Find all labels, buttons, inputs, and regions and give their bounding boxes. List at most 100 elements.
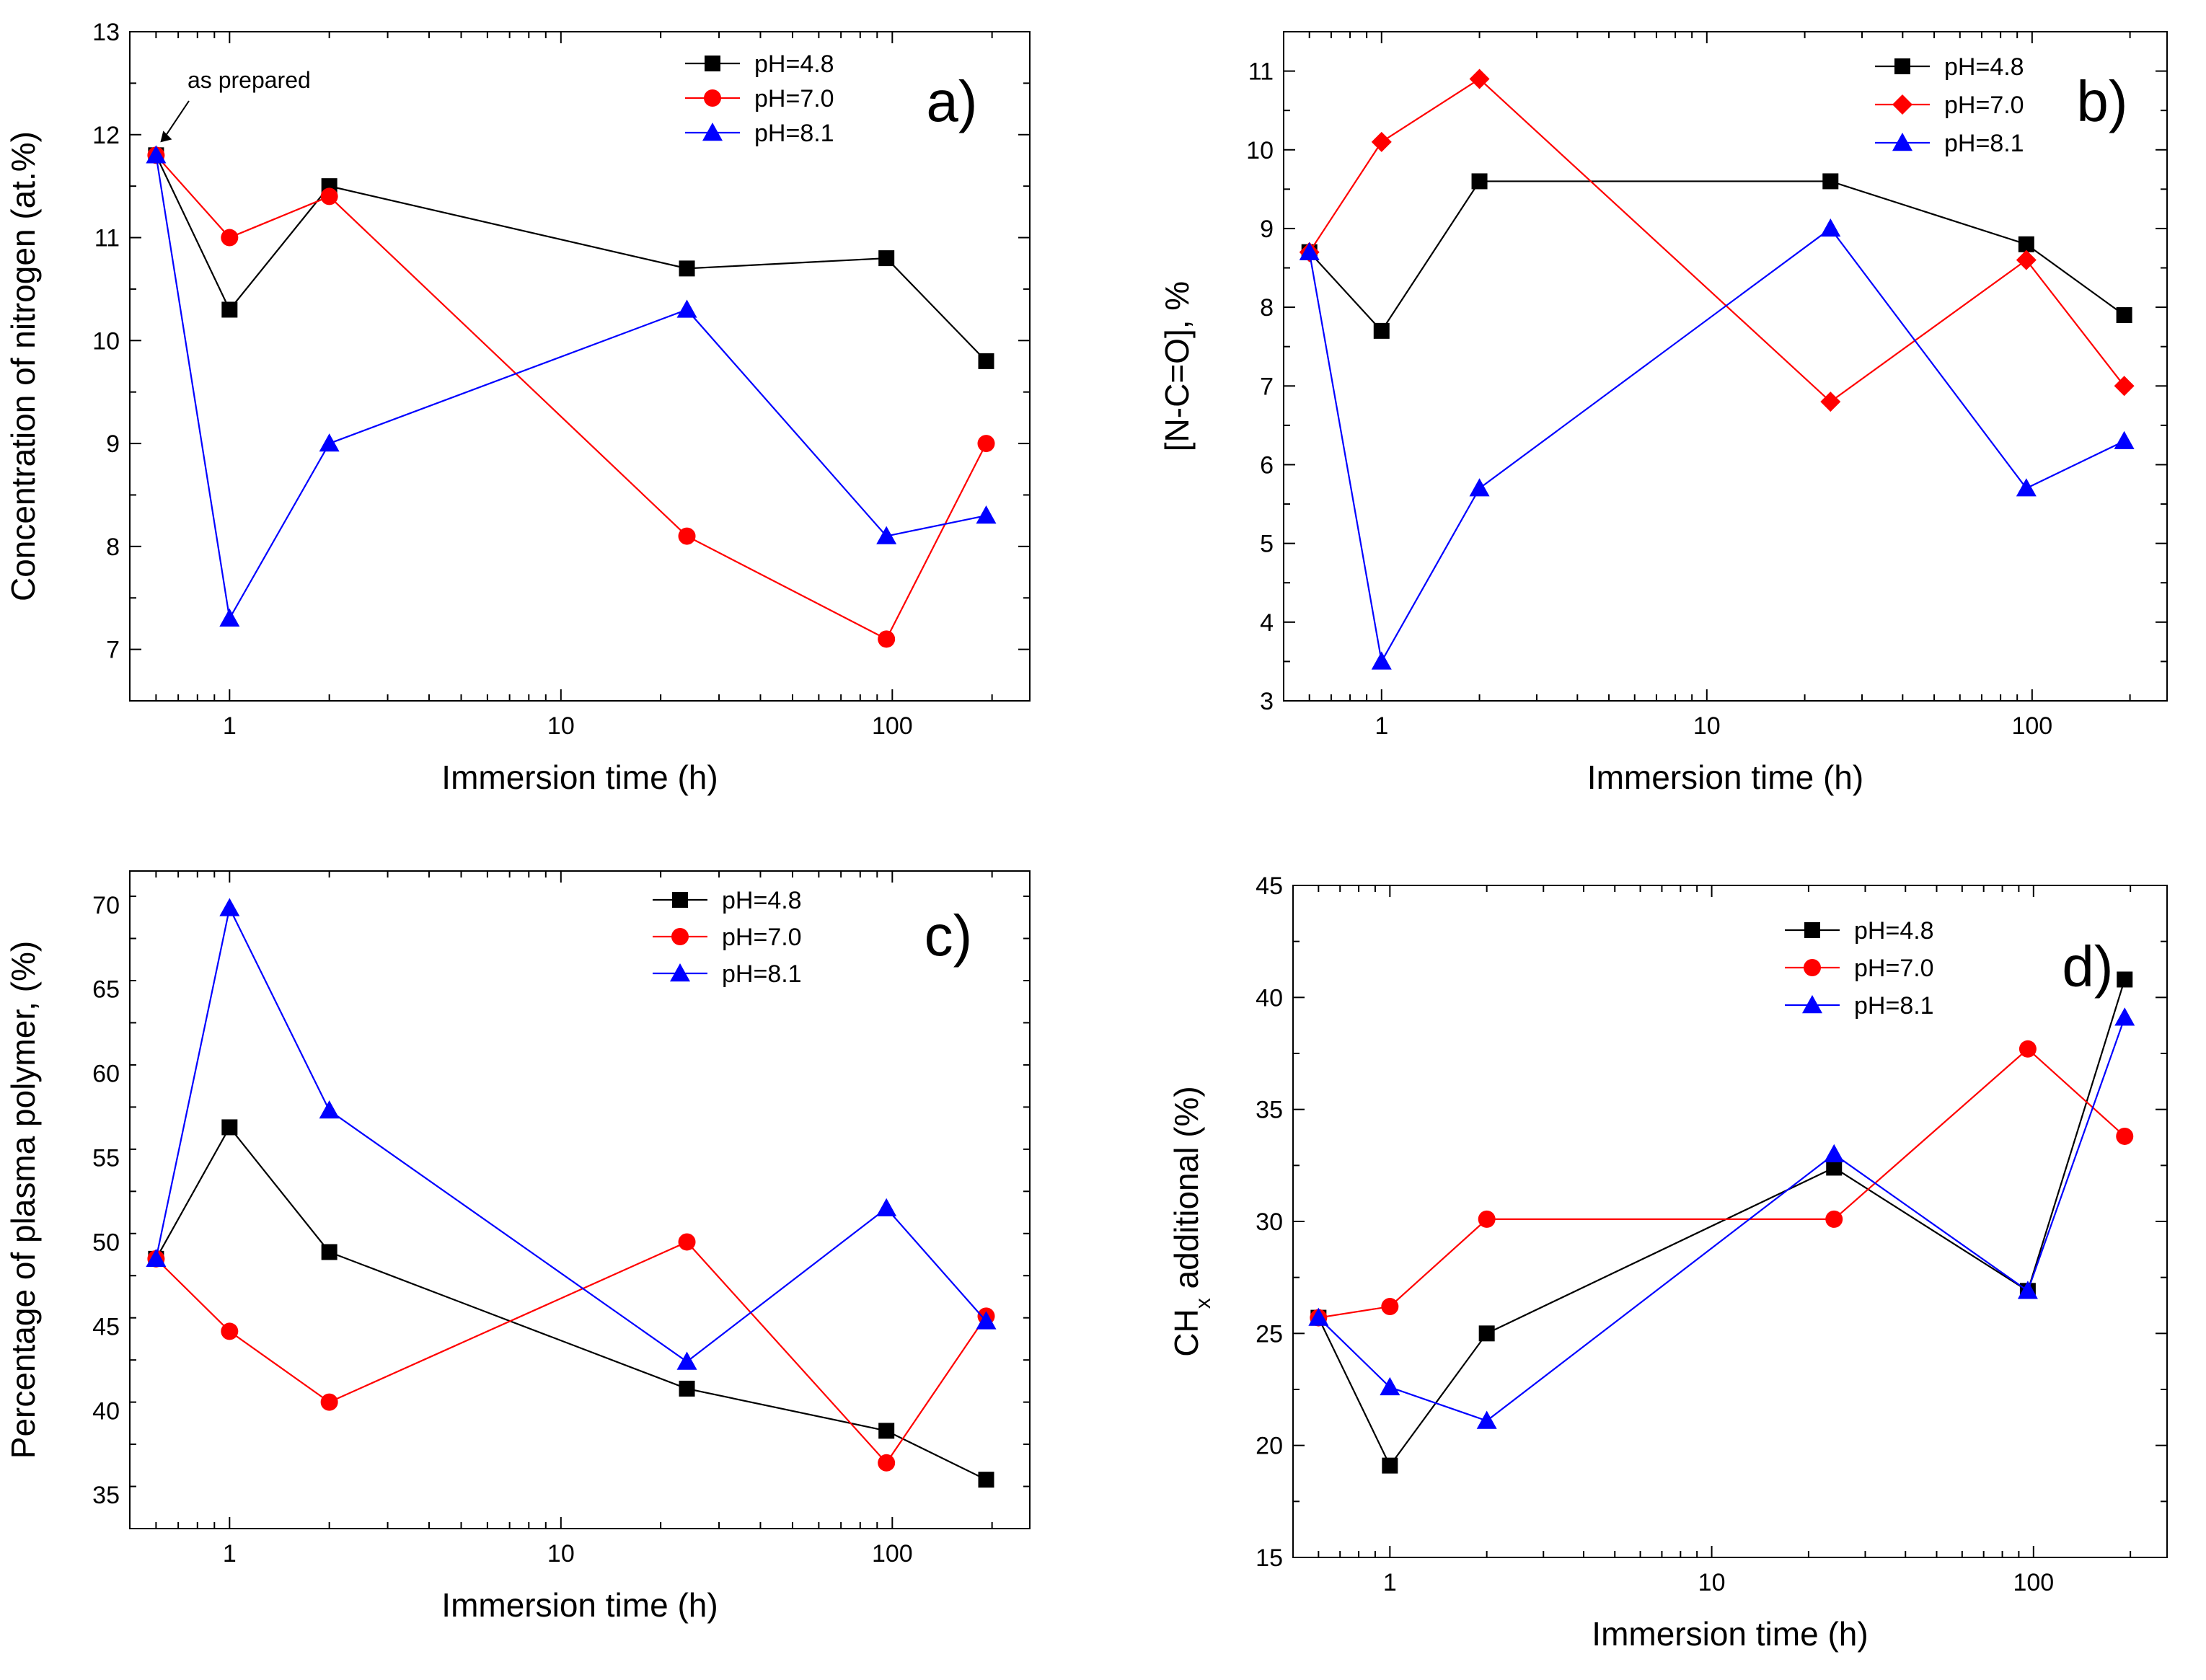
data-point xyxy=(678,527,696,545)
y-tick-label: 55 xyxy=(92,1145,120,1172)
data-point xyxy=(2114,1007,2135,1026)
legend-marker xyxy=(702,123,723,141)
y-tick-label: 9 xyxy=(1260,216,1274,243)
series-pH-7-0 xyxy=(147,146,995,648)
annotation-arrowhead xyxy=(160,131,172,143)
data-point xyxy=(2016,249,2037,270)
data-point xyxy=(219,898,240,916)
data-point xyxy=(977,435,995,453)
data-point xyxy=(1469,68,1490,89)
series-pH-8-1 xyxy=(1299,218,2135,670)
legend-entry: pH=8.1 xyxy=(1875,130,2024,157)
data-point xyxy=(1476,1410,1497,1429)
data-point xyxy=(221,301,238,318)
data-point xyxy=(320,1393,338,1411)
y-tick-label: 7 xyxy=(1260,373,1274,400)
x-axis-label: Immersion time (h) xyxy=(441,1586,718,1624)
y-tick-label: 45 xyxy=(92,1313,120,1340)
legend-entry: pH=7.0 xyxy=(685,85,834,112)
y-axis-label-sub: x xyxy=(1191,1298,1215,1309)
y-tick-label: 15 xyxy=(1256,1544,1283,1572)
data-point xyxy=(320,187,338,205)
series-pH-7-0 xyxy=(147,1233,995,1472)
data-point xyxy=(1826,1159,1843,1176)
y-tick-label: 45 xyxy=(1256,872,1283,900)
data-point xyxy=(2018,236,2034,252)
legend-marker xyxy=(705,56,720,71)
series-line xyxy=(155,1241,987,1464)
legend-entry: pH=4.8 xyxy=(1875,53,2024,81)
data-point xyxy=(1299,242,1320,260)
y-axis-label: Concentration of nitrogen (at.%) xyxy=(4,131,42,601)
data-point xyxy=(1308,1307,1329,1326)
data-point xyxy=(221,1119,238,1136)
annotation-as-prepared: as prepared xyxy=(187,67,311,93)
series-line xyxy=(1318,1017,2126,1422)
data-point xyxy=(2114,376,2135,397)
y-tick-label: 12 xyxy=(92,122,120,149)
legend-label: pH=4.8 xyxy=(722,887,802,914)
y-tick-label: 40 xyxy=(1256,984,1283,1012)
data-point xyxy=(1381,1298,1399,1316)
plot-frame xyxy=(129,31,1031,702)
data-point xyxy=(219,608,240,627)
legend-entry: pH=7.0 xyxy=(1875,92,2024,119)
data-point xyxy=(878,630,896,648)
series-pH-8-1 xyxy=(146,145,997,627)
y-tick-label: 10 xyxy=(92,327,120,355)
legend-label: pH=7.0 xyxy=(1854,955,1934,982)
data-point xyxy=(878,1454,896,1472)
legend-entry: pH=8.1 xyxy=(653,960,802,988)
legend-entry: pH=8.1 xyxy=(1785,992,1934,1020)
legend-marker xyxy=(1802,995,1822,1014)
chart-panel-c: 35 40 45 50 55 60 65 70 1 10 100 Immersion time (h)… xyxy=(4,870,1031,1624)
legend-label: pH=4.8 xyxy=(1854,917,1934,945)
data-point xyxy=(2017,1281,2038,1299)
legend-marker xyxy=(1804,922,1820,938)
series-pH-4-8 xyxy=(1310,971,2133,1474)
data-point xyxy=(976,1311,997,1330)
y-tick-label: 35 xyxy=(92,1482,120,1509)
data-point xyxy=(1824,1144,1845,1162)
legend-label: pH=7.0 xyxy=(722,924,802,951)
legend-marker xyxy=(1892,94,1912,115)
y-axis-label-main: CH xyxy=(1168,1309,1205,1356)
y-tick-label: 9 xyxy=(106,430,120,458)
y-axis-label-rest: additional (%) xyxy=(1168,1086,1205,1298)
x-axis-label: Immersion time (h) xyxy=(1587,759,1863,796)
y-tick-label: 50 xyxy=(92,1229,120,1256)
x-tick-label: 10 xyxy=(1698,1569,1726,1596)
data-point xyxy=(1820,218,1841,237)
data-point xyxy=(678,1233,696,1251)
data-point xyxy=(976,505,997,524)
series-line xyxy=(155,155,987,622)
series-pH-7-0 xyxy=(1310,1040,2134,1327)
legend-marker xyxy=(671,928,689,945)
legend-marker xyxy=(670,963,690,982)
data-point xyxy=(2116,307,2132,324)
y-tick-label: 11 xyxy=(1248,58,1274,86)
legend-marker xyxy=(704,89,721,107)
data-point xyxy=(676,299,697,318)
data-point xyxy=(1822,173,1839,190)
legend-marker xyxy=(672,892,688,908)
data-point xyxy=(146,145,167,164)
series-line xyxy=(155,154,987,362)
data-point xyxy=(221,1322,239,1340)
y-tick-label: 25 xyxy=(1256,1320,1283,1348)
legend-label: pH=8.1 xyxy=(754,120,834,147)
series-line xyxy=(155,906,987,1363)
legend-label: pH=4.8 xyxy=(754,50,834,78)
plot-frame xyxy=(129,870,1031,1529)
y-tick-label: 11 xyxy=(94,225,120,252)
data-point xyxy=(1825,1210,1843,1228)
legend-entry: pH=7.0 xyxy=(653,924,802,951)
series-pH-8-1 xyxy=(146,898,997,1370)
y-tick-label: 60 xyxy=(92,1061,120,1088)
panel-label: b) xyxy=(2076,69,2127,133)
y-tick-label: 10 xyxy=(1246,137,1274,164)
series-line xyxy=(1318,979,2126,1467)
data-point xyxy=(1820,392,1841,412)
data-point xyxy=(676,1351,697,1370)
